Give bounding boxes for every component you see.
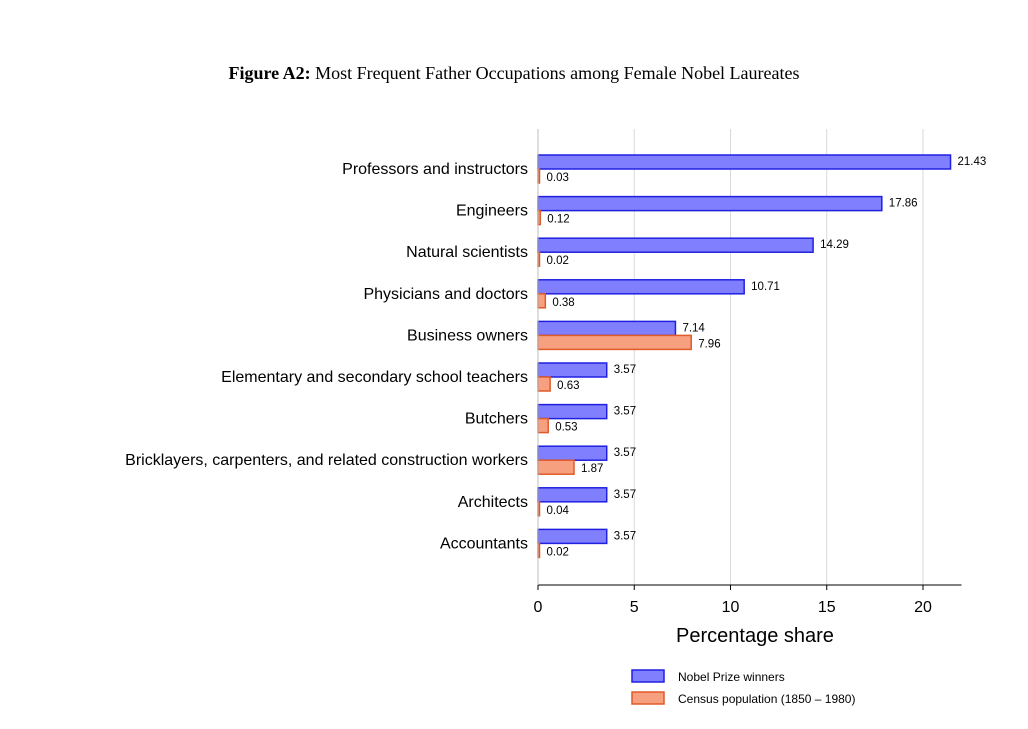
x-tick-label: 15	[818, 599, 836, 616]
bar-census	[537, 417, 549, 434]
category-labels: Professors and instructors Engineers Natur…	[125, 161, 528, 552]
data-label-census: 7.96	[698, 338, 720, 350]
bar-census	[537, 334, 692, 351]
data-label-census: 0.63	[557, 380, 579, 392]
x-tick-label: 20	[914, 599, 932, 616]
x-axis-title: Percentage share	[676, 625, 834, 647]
data-label-nobel: 21.43	[958, 156, 987, 168]
data-label-census: 0.53	[555, 422, 577, 434]
legend: Nobel Prize winners Census population (18…	[631, 669, 855, 706]
bar-census	[537, 459, 575, 475]
data-label-census: 0.12	[547, 214, 569, 226]
data-label-census: 0.38	[552, 297, 574, 309]
data-label-census: 0.03	[547, 172, 569, 184]
category-label: Accountants	[440, 535, 528, 552]
bar-nobel	[537, 403, 608, 420]
x-axis: 0 5 10 15 20	[534, 129, 962, 616]
data-label-census: 0.02	[547, 546, 569, 558]
legend-label-nobel: Nobel Prize winners	[678, 670, 785, 684]
data-label-nobel: 3.57	[614, 447, 636, 459]
legend-swatch-nobel	[631, 669, 665, 683]
x-tick-label: 5	[630, 599, 639, 616]
data-label-census: 1.87	[581, 463, 603, 475]
data-label-census: 0.02	[547, 255, 569, 267]
bar-nobel	[537, 320, 677, 337]
bar-nobel	[537, 528, 608, 545]
data-label-nobel: 3.57	[614, 530, 636, 542]
figure-caption: Most Frequent Father Occupations among F…	[315, 63, 800, 83]
bar-nobel	[537, 362, 608, 378]
category-label: Business owners	[407, 327, 528, 344]
category-label: Butchers	[465, 411, 528, 428]
data-label-nobel: 3.57	[614, 406, 636, 418]
data-label-nobel: 10.71	[751, 281, 780, 293]
legend-label-census: Census population (1850 – 1980)	[678, 692, 855, 706]
category-label: Elementary and secondary school teachers	[221, 369, 528, 386]
category-label: Professors and instructors	[342, 161, 528, 178]
data-label-nobel: 7.14	[682, 322, 705, 334]
bar-nobel	[537, 154, 952, 170]
figure-title: Figure A2: Most Frequent Father Occupati…	[0, 63, 1028, 84]
category-label: Physicians and doctors	[363, 286, 528, 303]
data-label-nobel: 3.57	[614, 489, 636, 501]
category-label: Engineers	[456, 203, 528, 220]
bar-nobel	[537, 445, 608, 461]
category-label: Bricklayers, carpenters, and related con…	[125, 452, 528, 469]
x-tick-label: 10	[722, 599, 740, 616]
figure-label: Figure A2:	[228, 63, 311, 83]
legend-swatch-census	[631, 691, 665, 705]
bar-census	[537, 293, 547, 309]
bar-nobel	[537, 237, 814, 253]
x-tick-label: 0	[534, 599, 543, 616]
category-label: Natural scientists	[406, 244, 528, 261]
bar-nobel	[537, 487, 608, 503]
data-label-census: 0.04	[547, 505, 570, 517]
data-label-nobel: 3.57	[614, 364, 636, 376]
bar-nobel	[537, 195, 883, 212]
category-label: Architects	[458, 494, 528, 511]
bar-census	[537, 376, 551, 392]
data-label-nobel: 17.86	[889, 198, 918, 210]
bar-nobel	[537, 279, 745, 295]
data-label-nobel: 14.29	[820, 239, 849, 251]
bars: 21.43 0.03 17.86 0.12 14.29 0.02 10.71 0.38 7.14…	[537, 154, 987, 558]
